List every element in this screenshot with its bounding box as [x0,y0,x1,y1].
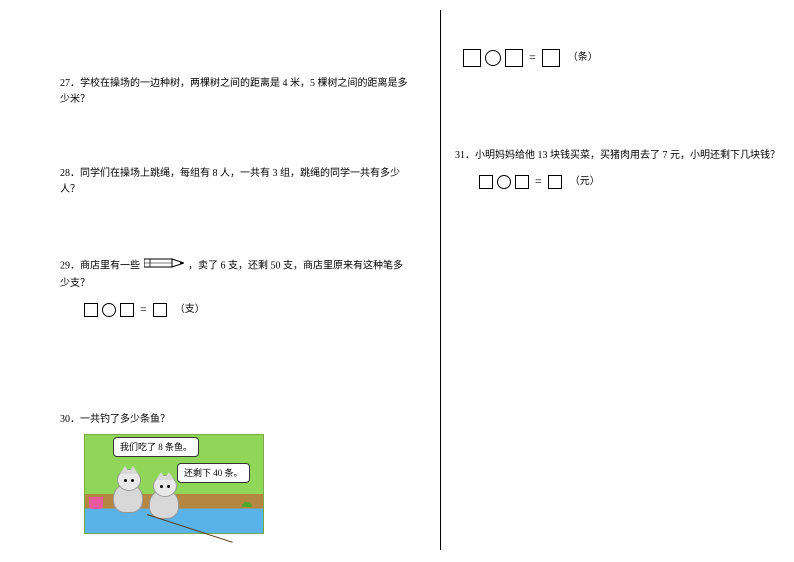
question-30: 30．一共钓了多少条鱼？ 我们吃了 8 条鱼。 还剩下 40 条。 [60,412,410,534]
question-28-text: 同学们在操场上跳绳，每组有 8 人，一共有 3 组，跳绳的同学一共有多少人？ [60,168,400,195]
equals-sign: = [527,48,538,67]
cat-character-2 [149,475,183,519]
answer-box[interactable] [120,303,134,317]
question-29-equation: = （支） [84,300,410,319]
question-28-number: 28． [60,168,80,179]
cat-character-1 [113,469,147,513]
answer-box[interactable] [548,175,562,189]
question-31-equation: = （元） [479,172,780,191]
top-equation: = （条） [463,40,598,67]
page-container: 27．学校在操场的一边种树，两棵树之间的距离是 4 米，5 棵树之间的距离是多少… [0,0,794,562]
question-30-text: 一共钓了多少条鱼？ [80,414,170,425]
answer-box[interactable] [515,175,529,189]
bucket-icon [89,497,103,509]
question-29-unit: （支） [171,302,205,318]
question-29-text-before: 商店里有一些 [80,260,140,271]
question-29: 29．商店里有一些，卖了 6 支，还剩 50 支，商店里原来有这种笔多少支？ =… [60,256,410,319]
question-31-unit: （元） [566,174,600,190]
fishing-rod-icon [147,514,233,543]
top-equation-unit: （条） [564,50,598,66]
question-31-text: 小明妈妈给他 13 块钱买菜，买猪肉用去了 7 元，小明还剩下几块钱？ [475,150,780,161]
question-27: 27．学校在操场的一边种树，两棵树之间的距离是 4 米，5 棵树之间的距离是多少… [60,76,410,108]
operator-circle[interactable] [497,175,511,189]
question-27-number: 27． [60,78,80,89]
answer-box[interactable] [505,49,523,67]
question-31-number: 31． [455,150,475,161]
question-27-text: 学校在操场的一边种树，两棵树之间的距离是 4 米，5 棵树之间的距离是多少米？ [60,78,408,105]
question-31: 31．小明妈妈给他 13 块钱买菜，买猪肉用去了 7 元，小明还剩下几块钱？ =… [455,148,780,191]
answer-box[interactable] [84,303,98,317]
pencil-icon [144,256,184,276]
answer-box[interactable] [542,49,560,67]
fishing-illustration: 我们吃了 8 条鱼。 还剩下 40 条。 [84,434,264,534]
question-28: 28．同学们在操场上跳绳，每组有 8 人，一共有 3 组，跳绳的同学一共有多少人… [60,166,410,198]
grass-icon [237,493,257,507]
equals-sign: = [533,172,544,191]
right-column: = （条） 31．小明妈妈给他 13 块钱买菜，买猪肉用去了 7 元，小明还剩下… [441,0,794,562]
speech-bubble-1: 我们吃了 8 条鱼。 [113,437,199,457]
operator-circle[interactable] [485,50,501,66]
equals-sign: = [138,300,149,319]
operator-circle[interactable] [102,303,116,317]
question-30-number: 30． [60,414,80,425]
answer-box[interactable] [479,175,493,189]
left-column: 27．学校在操场的一边种树，两棵树之间的距离是 4 米，5 棵树之间的距离是多少… [0,0,440,562]
question-29-number: 29． [60,260,80,271]
speech-bubble-2: 还剩下 40 条。 [177,463,250,483]
answer-box[interactable] [153,303,167,317]
answer-box[interactable] [463,49,481,67]
